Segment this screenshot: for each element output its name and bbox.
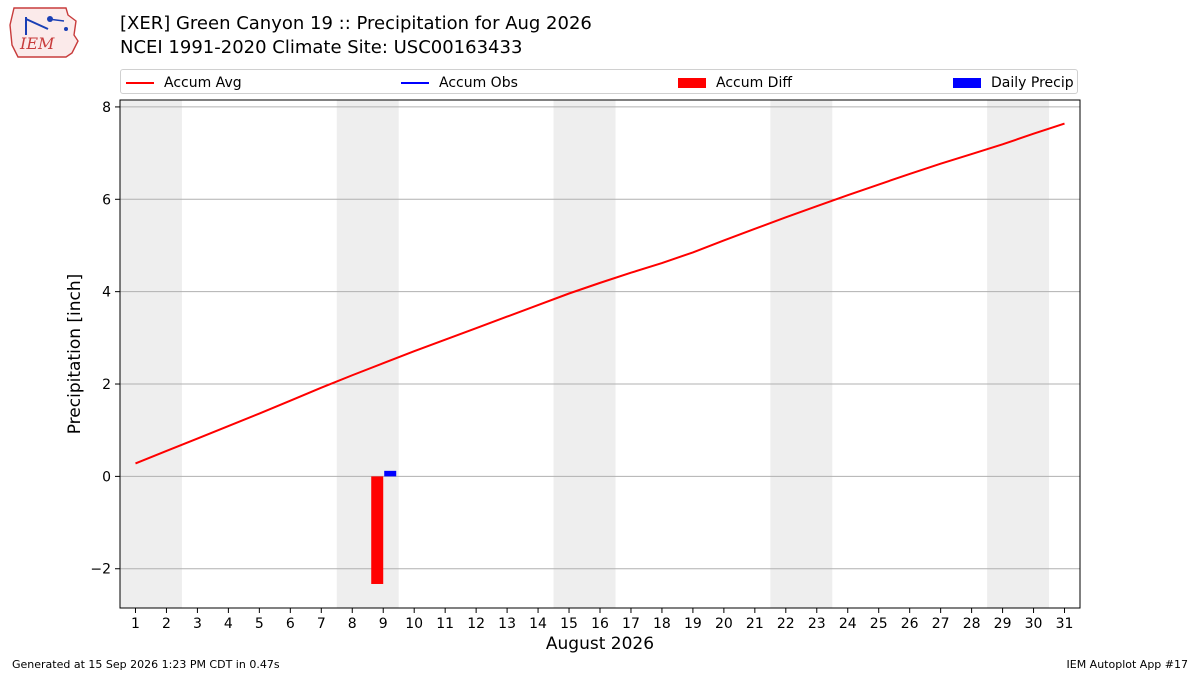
- legend-label: Accum Obs: [439, 74, 518, 91]
- y-tick-label: −2: [90, 562, 111, 578]
- y-tick-label: 4: [102, 285, 111, 301]
- legend-item-accum-obs: Accum Obs: [401, 70, 518, 95]
- legend-swatch-accum-diff: [678, 77, 706, 88]
- x-tick-label: 5: [255, 616, 264, 632]
- x-tick-label: 25: [870, 616, 888, 632]
- svg-text:IEM: IEM: [19, 34, 55, 53]
- y-tick-label: 2: [102, 377, 111, 393]
- y-tick-label: 6: [102, 192, 111, 208]
- weekend-shade: [553, 100, 616, 608]
- iem-logo: IEM: [8, 5, 80, 59]
- x-tick-label: 9: [379, 616, 388, 632]
- x-tick-label: 30: [1025, 616, 1043, 632]
- x-tick-label: 7: [317, 616, 326, 632]
- x-tick-label: 3: [193, 616, 202, 632]
- x-tick-label: 1: [131, 616, 140, 632]
- x-tick-label: 16: [591, 616, 609, 632]
- x-tick-label: 10: [405, 616, 423, 632]
- x-tick-label: 11: [436, 616, 454, 632]
- legend-label: Accum Diff: [716, 74, 793, 91]
- weekend-shade: [987, 100, 1050, 608]
- chart-legend: Accum Avg Accum Obs Accum Diff Daily Pre…: [120, 69, 1078, 94]
- x-tick-label: 4: [224, 616, 233, 632]
- legend-swatch-accum-avg: [126, 81, 154, 84]
- legend-item-accum-diff: Accum Diff: [678, 70, 792, 95]
- weekend-shade: [336, 100, 399, 608]
- app-credit: IEM Autoplot App #17: [1066, 658, 1189, 671]
- y-axis-label: Precipitation [inch]: [65, 274, 85, 435]
- x-tick-label: 21: [746, 616, 764, 632]
- chart-title: [XER] Green Canyon 19 :: Precipitation f…: [120, 13, 592, 34]
- x-tick-label: 31: [1056, 616, 1074, 632]
- legend-label: Accum Avg: [164, 74, 242, 91]
- legend-swatch-daily-precip: [953, 77, 981, 88]
- x-tick-label: 15: [560, 616, 578, 632]
- chart-subtitle: NCEI 1991-2020 Climate Site: USC00163433: [120, 37, 523, 58]
- x-tick-label: 23: [808, 616, 826, 632]
- weekend-shade: [770, 100, 833, 608]
- x-tick-label: 24: [839, 616, 857, 632]
- x-tick-label: 8: [348, 616, 357, 632]
- x-tick-label: 18: [653, 616, 671, 632]
- daily-precip-bar: [384, 470, 397, 477]
- x-tick-label: 2: [162, 616, 171, 632]
- x-tick-label: 26: [901, 616, 919, 632]
- accum-diff-bar: [371, 476, 384, 584]
- x-tick-label: 27: [932, 616, 950, 632]
- x-axis-label: August 2026: [546, 634, 654, 654]
- x-tick-label: 28: [963, 616, 981, 632]
- x-tick-label: 13: [498, 616, 516, 632]
- legend-item-daily-precip: Daily Precip: [953, 70, 1074, 95]
- weekend-shade: [120, 100, 182, 608]
- generated-timestamp: Generated at 15 Sep 2026 1:23 PM CDT in …: [12, 658, 280, 671]
- legend-swatch-accum-obs: [401, 81, 429, 84]
- x-tick-label: 29: [994, 616, 1012, 632]
- x-tick-label: 17: [622, 616, 640, 632]
- x-tick-label: 14: [529, 616, 547, 632]
- accum-avg-line: [135, 122, 1065, 465]
- legend-item-accum-avg: Accum Avg: [126, 70, 242, 95]
- legend-label: Daily Precip: [991, 74, 1074, 91]
- x-tick-label: 6: [286, 616, 295, 632]
- x-tick-label: 12: [467, 616, 485, 632]
- x-tick-label: 22: [777, 616, 795, 632]
- y-tick-label: 8: [102, 100, 111, 116]
- x-tick-label: 19: [684, 616, 702, 632]
- y-tick-label: 0: [102, 469, 111, 485]
- x-tick-label: 20: [715, 616, 733, 632]
